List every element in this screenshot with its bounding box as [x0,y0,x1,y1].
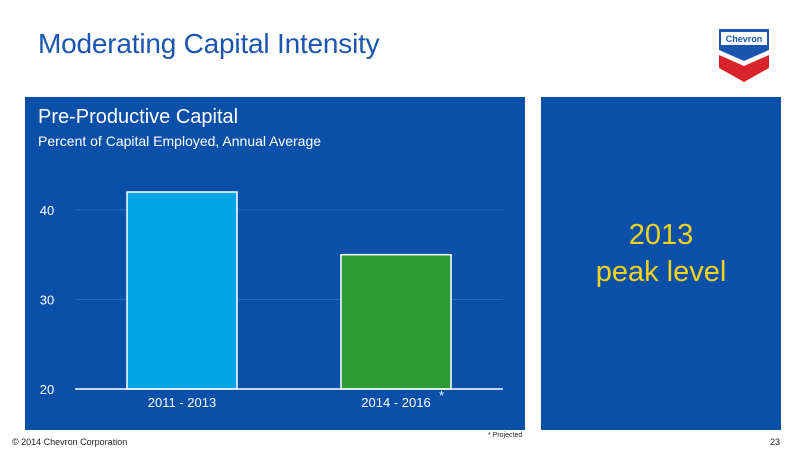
page-number: 23 [770,437,781,447]
y-tick-label: 20 [40,382,54,397]
callout-panel: 2013 peak level [541,97,781,430]
x-category-label: 2014 - 2016 [361,395,430,410]
callout-year: 2013 [628,219,694,251]
projection-marker: * [439,388,444,403]
chart-title: Pre-Productive Capital [38,106,239,128]
y-tick-label: 30 [40,292,54,307]
peak-callout: 2013 peak level [541,217,781,291]
bar-chart: 20 30 40 2011 - 2013 2014 - 2016 * [40,191,503,410]
logo-text: Chevron [726,34,763,44]
bar [340,253,452,390]
footnote-projected: * Projected [488,432,523,439]
chevron-logo: Chevron [716,20,772,86]
bar [126,191,238,390]
callout-text: peak level [595,256,727,288]
footer-copyright: © 2014 Chevron Corporation [12,437,128,447]
chart-subtitle: Percent of Capital Employed, Annual Aver… [38,133,322,149]
chart-panel: 20 30 40 2011 - 2013 2014 - 2016 * Pre-Produc… [25,97,525,430]
y-tick-label: 40 [40,203,54,218]
slide-title: Moderating Capital Intensity [38,28,380,59]
x-category-label: 2011 - 2013 [148,395,216,410]
